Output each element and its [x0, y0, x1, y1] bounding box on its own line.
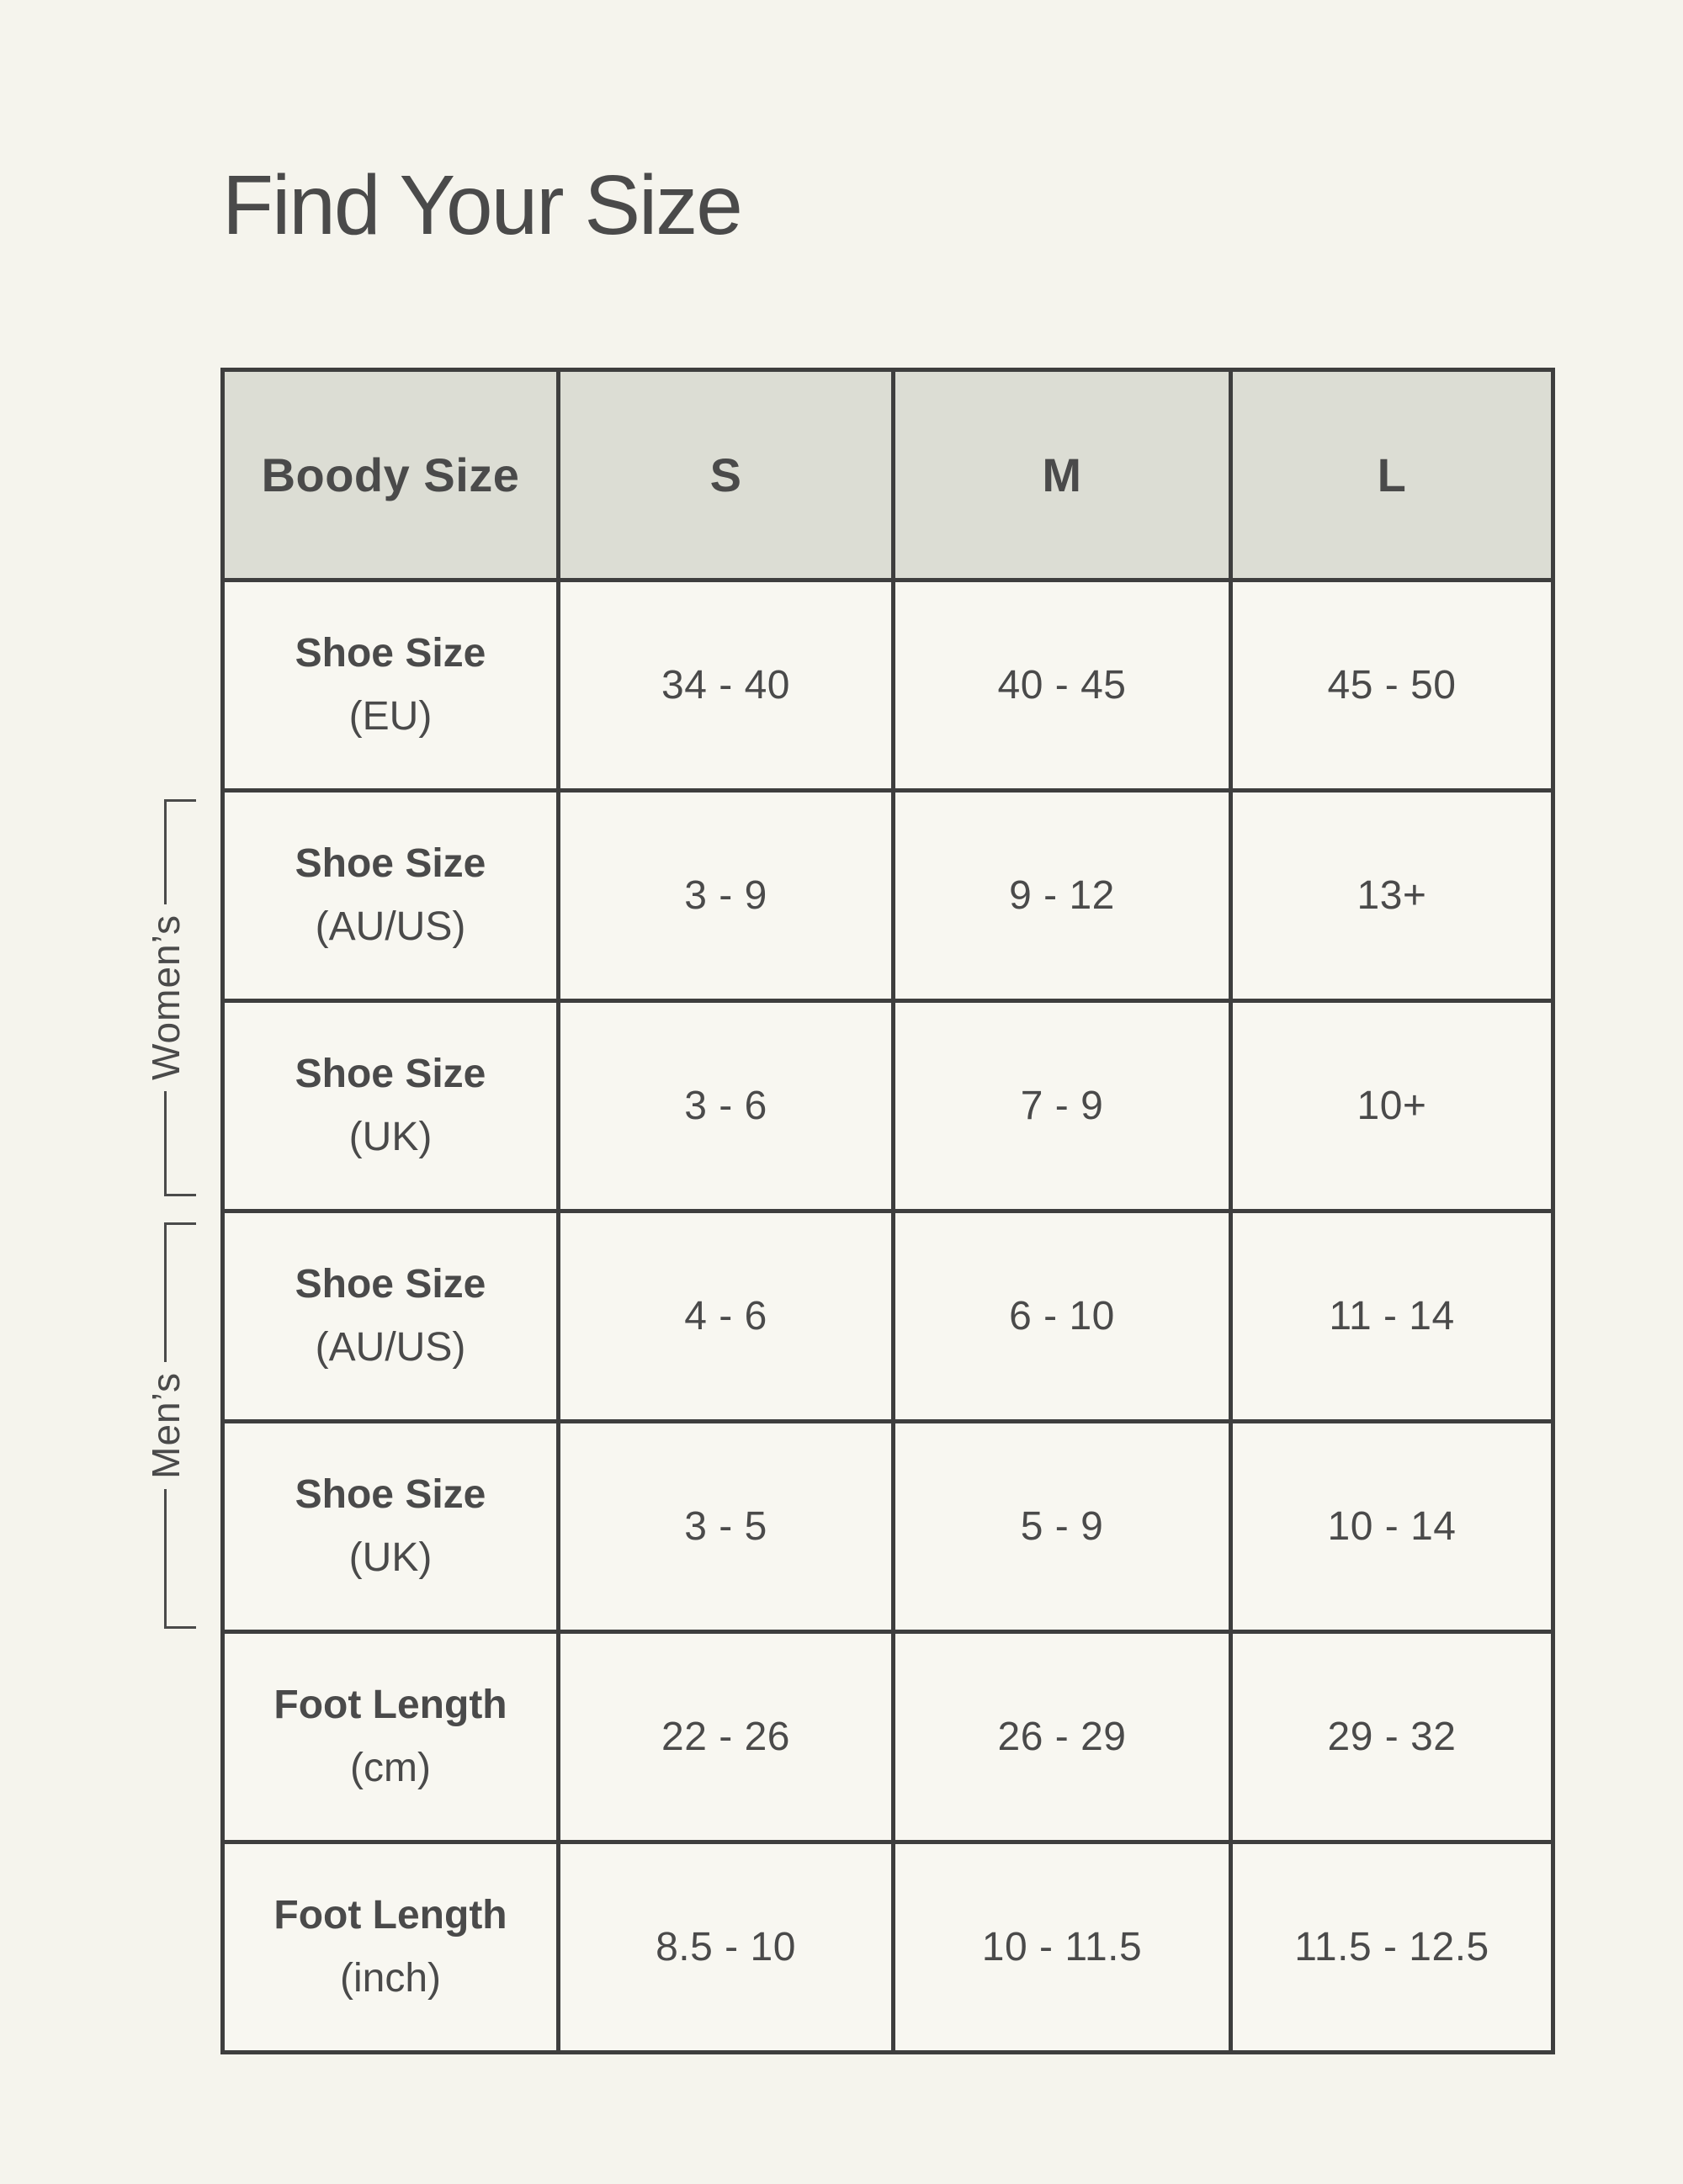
womens-bracket-bottom-tick	[164, 1090, 196, 1197]
table-cell: 10+	[1229, 999, 1555, 1213]
row-label: Foot Length (cm)	[220, 1630, 560, 1844]
row-label-main: Shoe Size	[295, 1052, 486, 1097]
row-label: Shoe Size (AU/US)	[220, 788, 560, 1003]
row-label-main: Foot Length	[273, 1683, 507, 1728]
mens-bracket-label: Men’s	[144, 1372, 188, 1479]
row-label-main: Shoe Size	[295, 1472, 486, 1518]
mens-bracket-bottom-tick	[164, 1488, 196, 1629]
column-header-l: L	[1229, 368, 1555, 582]
table-cell: 45 - 50	[1229, 578, 1555, 792]
row-label: Shoe Size (UK)	[220, 1419, 560, 1634]
row-label: Shoe Size (EU)	[220, 578, 560, 792]
row-label-main: Shoe Size	[295, 631, 486, 676]
table-row-womens-shoe-size-uk: Shoe Size (UK) 3 - 6 7 - 9 10+	[220, 999, 1555, 1213]
table-cell: 3 - 9	[556, 788, 895, 1003]
mens-bracket: Men’s	[144, 1222, 196, 1629]
row-label-unit: (EU)	[348, 693, 433, 739]
table-cell: 8.5 - 10	[556, 1840, 895, 2054]
column-header-s: S	[556, 368, 895, 582]
table-cell: 22 - 26	[556, 1630, 895, 1844]
table-cell: 11.5 - 12.5	[1229, 1840, 1555, 2054]
mens-bracket-top-tick	[164, 1222, 196, 1363]
row-label-main: Shoe Size	[295, 841, 486, 887]
row-label-main: Shoe Size	[295, 1262, 486, 1307]
size-table: Boody Size S M L Shoe Size (EU) 34 - 40 …	[220, 368, 1555, 2054]
table-row-womens-shoe-size-au-us: Shoe Size (AU/US) 3 - 9 9 - 12 13+	[220, 788, 1555, 1003]
table-row-mens-shoe-size-au-us: Shoe Size (AU/US) 4 - 6 6 - 10 11 - 14	[220, 1209, 1555, 1423]
table-cell: 7 - 9	[891, 999, 1233, 1213]
womens-bracket-label: Women’s	[144, 914, 188, 1081]
womens-bracket: Women’s	[144, 799, 196, 1197]
row-label-unit: (inch)	[339, 1955, 442, 2001]
row-label-main: Foot Length	[273, 1893, 507, 1938]
page-title: Find Your Size	[222, 158, 743, 252]
row-label: Shoe Size (UK)	[220, 999, 560, 1213]
row-label: Shoe Size (AU/US)	[220, 1209, 560, 1423]
table-row-shoe-size-eu: Shoe Size (EU) 34 - 40 40 - 45 45 - 50	[220, 578, 1555, 792]
row-label-unit: (cm)	[350, 1745, 431, 1790]
womens-bracket-top-tick	[164, 799, 196, 905]
table-cell: 11 - 14	[1229, 1209, 1555, 1423]
table-cell: 10 - 11.5	[891, 1840, 1233, 2054]
table-cell: 13+	[1229, 788, 1555, 1003]
column-header-m: M	[891, 368, 1233, 582]
table-cell: 10 - 14	[1229, 1419, 1555, 1634]
row-label-unit: (UK)	[348, 1114, 433, 1159]
row-label: Foot Length (inch)	[220, 1840, 560, 2054]
table-cell: 4 - 6	[556, 1209, 895, 1423]
row-label-unit: (AU/US)	[315, 904, 466, 949]
table-header-row: Boody Size S M L	[220, 368, 1555, 582]
table-row-foot-length-inch: Foot Length (inch) 8.5 - 10 10 - 11.5 11…	[220, 1840, 1555, 2054]
table-cell: 5 - 9	[891, 1419, 1233, 1634]
table-cell: 3 - 5	[556, 1419, 895, 1634]
table-cell: 3 - 6	[556, 999, 895, 1213]
table-cell: 9 - 12	[891, 788, 1233, 1003]
row-label-unit: (UK)	[348, 1535, 433, 1580]
table-row-foot-length-cm: Foot Length (cm) 22 - 26 26 - 29 29 - 32	[220, 1630, 1555, 1844]
table-cell: 26 - 29	[891, 1630, 1233, 1844]
table-cell: 29 - 32	[1229, 1630, 1555, 1844]
column-header-boody-size: Boody Size	[220, 368, 560, 582]
table-cell: 6 - 10	[891, 1209, 1233, 1423]
table-cell: 40 - 45	[891, 578, 1233, 792]
table-row-mens-shoe-size-uk: Shoe Size (UK) 3 - 5 5 - 9 10 - 14	[220, 1419, 1555, 1634]
row-label-unit: (AU/US)	[315, 1324, 466, 1370]
table-cell: 34 - 40	[556, 578, 895, 792]
